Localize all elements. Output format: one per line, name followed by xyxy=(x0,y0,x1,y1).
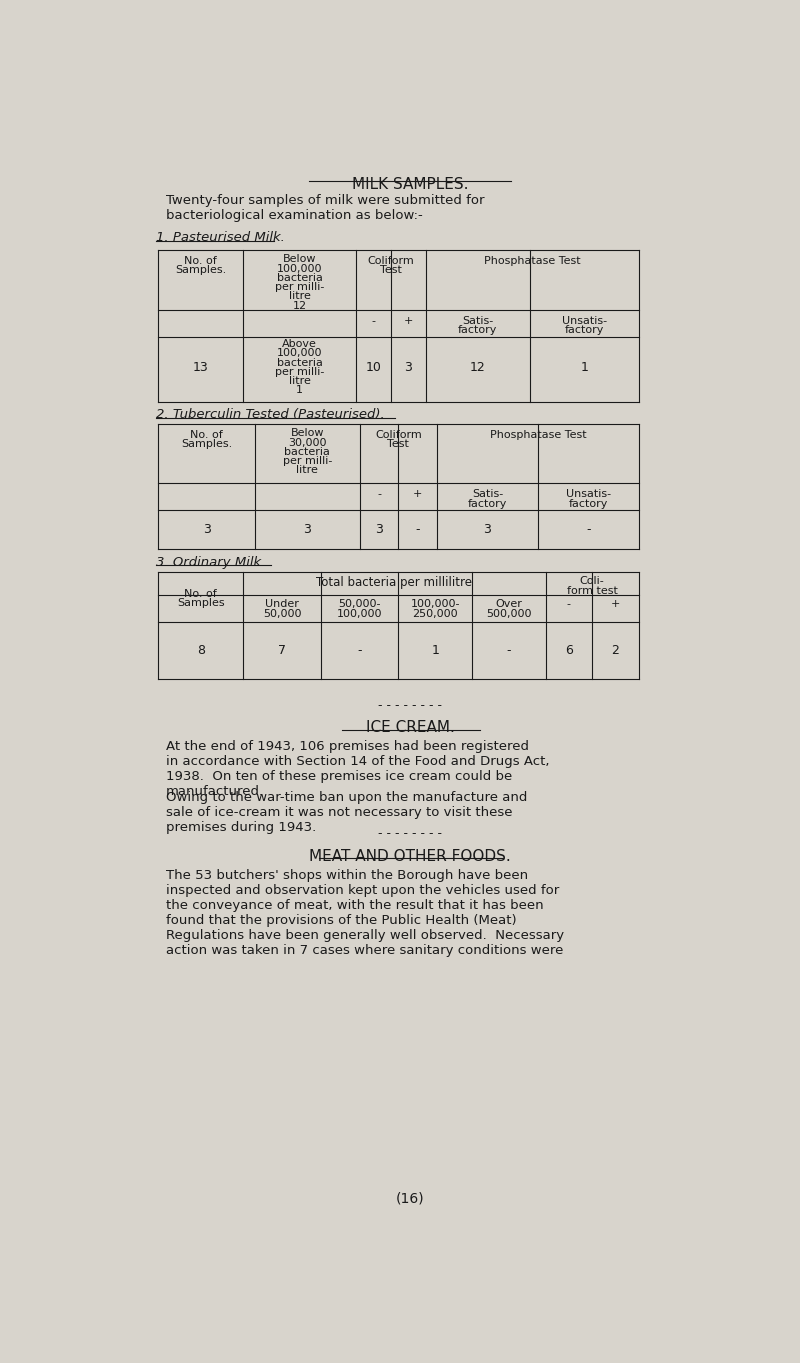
Text: At the end of 1943, 106 premises had been registered
in accordance with Section : At the end of 1943, 106 premises had bee… xyxy=(166,740,550,797)
Text: 250,000: 250,000 xyxy=(412,609,458,619)
Text: MILK SAMPLES.: MILK SAMPLES. xyxy=(352,177,468,192)
Text: 3: 3 xyxy=(404,361,412,373)
Text: (16): (16) xyxy=(396,1191,424,1205)
Text: per milli-: per milli- xyxy=(282,457,332,466)
Text: 3: 3 xyxy=(202,523,210,536)
Text: Above: Above xyxy=(282,339,317,349)
Text: -: - xyxy=(371,316,375,326)
Text: 1: 1 xyxy=(431,643,439,657)
Text: -: - xyxy=(377,489,381,499)
Text: 3: 3 xyxy=(303,523,311,536)
Text: bacteria: bacteria xyxy=(277,357,322,368)
Text: +: + xyxy=(610,600,620,609)
Text: Total bacteria per millilitre: Total bacteria per millilitre xyxy=(317,577,473,589)
Text: ICE CREAM.: ICE CREAM. xyxy=(366,720,454,735)
Text: Samples.: Samples. xyxy=(175,266,226,275)
Text: 50,000: 50,000 xyxy=(263,609,302,619)
Text: Twenty-four samples of milk were submitted for
bacteriological examination as be: Twenty-four samples of milk were submitt… xyxy=(166,195,484,222)
Text: bacteria: bacteria xyxy=(277,273,322,284)
Text: Under: Under xyxy=(265,600,299,609)
Text: Coliform: Coliform xyxy=(375,429,422,440)
Text: 2. Tuberculin Tested (Pasteurised).: 2. Tuberculin Tested (Pasteurised). xyxy=(156,409,385,421)
Text: The 53 butchers' shops within the Borough have been
inspected and observation ke: The 53 butchers' shops within the Boroug… xyxy=(166,868,564,957)
Text: Samples.: Samples. xyxy=(181,439,232,450)
Text: 30,000: 30,000 xyxy=(288,438,326,447)
Text: factory: factory xyxy=(565,326,604,335)
Text: 3. Ordinary Milk.: 3. Ordinary Milk. xyxy=(156,556,265,570)
Text: Coliform: Coliform xyxy=(367,256,414,266)
Text: Test: Test xyxy=(387,439,410,450)
Text: Test: Test xyxy=(380,266,402,275)
Text: 1: 1 xyxy=(581,361,588,373)
Text: +: + xyxy=(413,489,422,499)
Text: 1: 1 xyxy=(296,386,303,395)
Text: litre: litre xyxy=(289,376,310,386)
Text: -: - xyxy=(586,523,590,536)
Text: +: + xyxy=(403,316,413,326)
Text: 7: 7 xyxy=(278,643,286,657)
Text: 500,000: 500,000 xyxy=(486,609,531,619)
Text: bacteria: bacteria xyxy=(284,447,330,457)
Text: factory: factory xyxy=(458,326,498,335)
Text: Over: Over xyxy=(495,600,522,609)
Text: - - - - - - - -: - - - - - - - - xyxy=(378,827,442,841)
Text: Owing to the war-time ban upon the manufacture and
sale of ice-cream it was not : Owing to the war-time ban upon the manuf… xyxy=(166,791,527,834)
Text: 10: 10 xyxy=(366,361,381,373)
Text: -: - xyxy=(415,523,420,536)
Text: litre: litre xyxy=(296,465,318,476)
Text: 12: 12 xyxy=(293,301,306,311)
Text: Satis-: Satis- xyxy=(462,316,494,326)
Text: No. of: No. of xyxy=(184,589,217,598)
Text: Below: Below xyxy=(283,255,316,264)
Text: - - - - - - - -: - - - - - - - - xyxy=(378,699,442,711)
Text: 8: 8 xyxy=(197,643,205,657)
Text: 2: 2 xyxy=(611,643,619,657)
Text: No. of: No. of xyxy=(190,429,223,440)
Text: Satis-: Satis- xyxy=(472,489,503,499)
Text: 6: 6 xyxy=(565,643,573,657)
Text: Below: Below xyxy=(290,428,324,439)
Text: Samples: Samples xyxy=(177,598,225,608)
Text: 100,000: 100,000 xyxy=(337,609,382,619)
Text: Coli-: Coli- xyxy=(580,577,605,586)
Text: per milli-: per milli- xyxy=(275,367,324,376)
Text: Unsatis-: Unsatis- xyxy=(566,489,611,499)
Text: Phosphatase Test: Phosphatase Test xyxy=(490,429,586,440)
Text: 100,000: 100,000 xyxy=(277,263,322,274)
Text: per milli-: per milli- xyxy=(275,282,324,292)
Text: factory: factory xyxy=(569,499,608,508)
Text: 13: 13 xyxy=(193,361,209,373)
Text: -: - xyxy=(506,643,511,657)
Text: -: - xyxy=(567,600,571,609)
Text: form test: form test xyxy=(566,586,618,596)
Text: MEAT AND OTHER FOODS.: MEAT AND OTHER FOODS. xyxy=(309,849,511,864)
Text: litre: litre xyxy=(289,292,310,301)
Text: 12: 12 xyxy=(470,361,486,373)
Text: 100,000: 100,000 xyxy=(277,349,322,358)
Text: -: - xyxy=(358,643,362,657)
Text: Phosphatase Test: Phosphatase Test xyxy=(484,256,580,266)
Text: 1. Pasteurised Milk.: 1. Pasteurised Milk. xyxy=(156,232,285,244)
Text: factory: factory xyxy=(468,499,507,508)
Text: 100,000-: 100,000- xyxy=(410,600,460,609)
Text: 3: 3 xyxy=(375,523,383,536)
Text: Unsatis-: Unsatis- xyxy=(562,316,607,326)
Text: No. of: No. of xyxy=(184,256,217,266)
Text: 3: 3 xyxy=(483,523,491,536)
Text: 50,000-: 50,000- xyxy=(338,600,381,609)
